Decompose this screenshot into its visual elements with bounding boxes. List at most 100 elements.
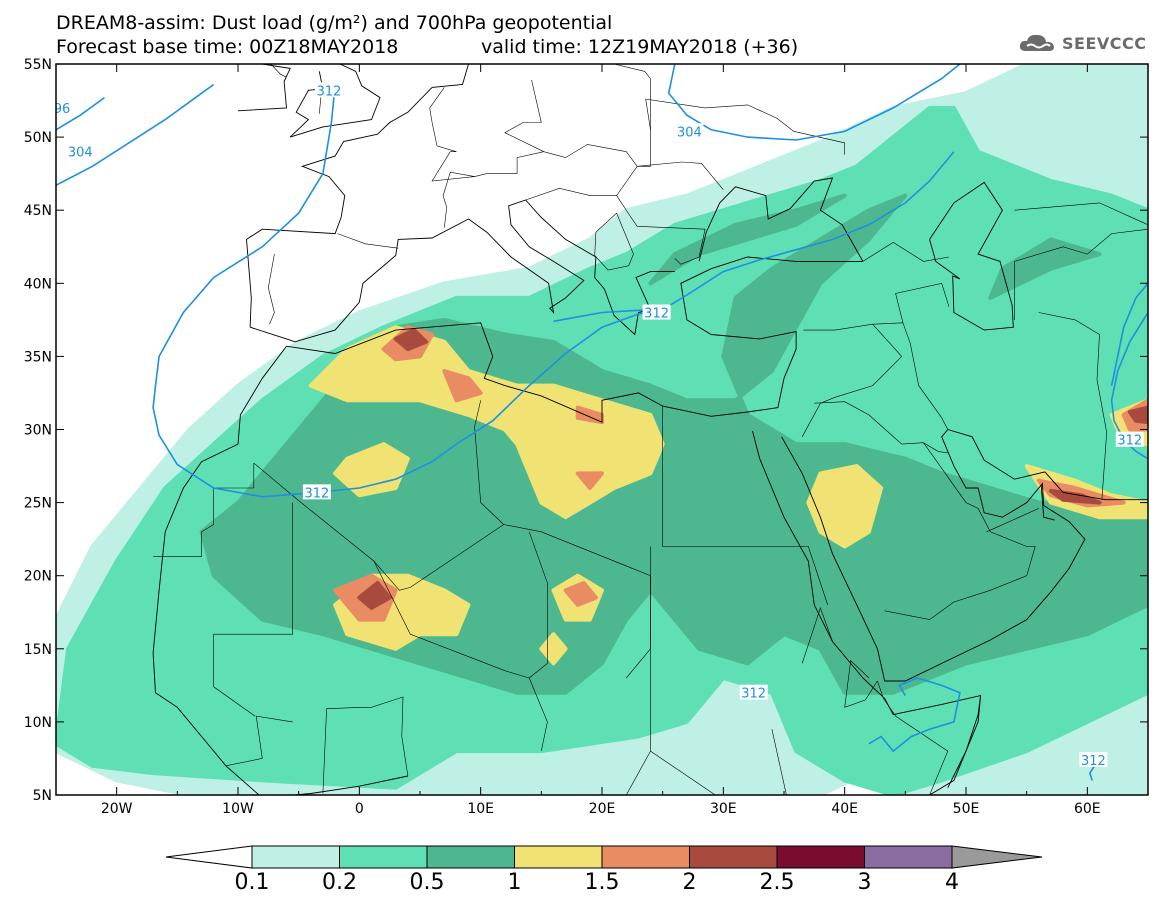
country-border <box>270 64 287 78</box>
coastlines <box>152 64 1148 795</box>
country-border <box>872 322 949 430</box>
latitude-ticks: 55N 50N 45N 40N 35N 30N 25N 20N 15N 10N 5N <box>24 57 1148 804</box>
lon-tick-label: 60E <box>1074 801 1101 817</box>
country-border <box>213 502 293 651</box>
dust-region-2 <box>357 328 1148 610</box>
lat-tick-label: 55N <box>24 57 52 73</box>
country-border <box>528 531 548 752</box>
lat-tick-label: 20N <box>24 569 52 585</box>
country-border <box>986 508 1039 533</box>
dust-region-1-patch <box>333 442 410 498</box>
coastline <box>152 256 863 654</box>
geopotential-contour <box>1088 765 1096 781</box>
map-area: 312 312 312 312 312 304 304 312 96 <box>54 64 1148 795</box>
lat-tick-label: 45N <box>24 203 52 219</box>
contour-label-box <box>302 484 331 500</box>
dust-region-2-patch <box>1127 405 1148 425</box>
dust-region-1 <box>308 325 1148 666</box>
seevccc-logo: SEEVCCC <box>1018 30 1147 56</box>
contour-label: 96 <box>54 102 71 117</box>
contour-label-box <box>315 82 343 98</box>
lon-tick-label: 20E <box>589 801 616 817</box>
lon-tick-label: 10W <box>222 801 254 817</box>
geopotential-contour <box>56 83 215 187</box>
lat-tick-label: 5N <box>33 788 52 804</box>
contour-label: 312 <box>317 84 342 99</box>
dust-region-2-patch <box>357 581 392 610</box>
lon-tick-label: 0 <box>355 801 364 817</box>
lon-tick-label: 10E <box>467 801 494 817</box>
contour-label-box <box>642 304 671 320</box>
valid-time: valid time: 12Z19MAY2018 (+36) <box>481 36 799 58</box>
contour-label: 312 <box>304 486 329 501</box>
contour-label-box <box>675 123 704 139</box>
forecast-time-line: Forecast base time: 00Z18MAY2018 valid ti… <box>56 36 798 58</box>
coastline <box>781 429 1086 682</box>
contour-label: 312 <box>644 307 669 322</box>
country-border <box>322 696 409 794</box>
contour-label-box <box>739 684 768 700</box>
country-border <box>877 680 949 795</box>
country-border <box>616 161 724 265</box>
colorbar-swatch <box>514 845 603 869</box>
lat-tick-label: 25N <box>24 496 52 512</box>
base-time: Forecast base time: 00Z18MAY2018 <box>56 36 399 58</box>
country-border <box>645 98 845 155</box>
coastline <box>752 430 982 795</box>
contour-labels: 312 312 312 312 312 304 304 312 96 <box>54 82 1144 769</box>
country-border <box>801 323 903 437</box>
colorbar-level-label: 4 <box>945 870 959 895</box>
country-border <box>267 254 275 325</box>
colorbar-level-label: 1 <box>507 870 522 895</box>
country-border <box>650 750 716 795</box>
country-border <box>1038 312 1108 500</box>
country-border <box>373 560 530 679</box>
lat-tick-label: 30N <box>24 423 52 439</box>
geopotential-contour <box>667 64 961 141</box>
colorbar-level-label: 0.5 <box>409 870 445 895</box>
contour-label-box <box>1115 431 1144 447</box>
geopotential-contour <box>1110 312 1148 460</box>
country-border <box>814 401 948 454</box>
colorbar-level-label: 3 <box>857 870 872 895</box>
country-border <box>637 129 651 167</box>
dust-region-1.5-patch <box>563 581 598 607</box>
colorbar-max-arrow <box>951 845 1043 869</box>
country-border <box>895 282 950 323</box>
lon-tick-label: 30E <box>710 801 737 817</box>
contour-label-box <box>56 99 77 115</box>
colorbar-level-label: 1.5 <box>584 870 620 895</box>
colorbar-min-arrow <box>165 845 253 869</box>
dust-region-0.5-patch <box>648 193 847 286</box>
contour-label-box <box>1079 751 1108 767</box>
coastline <box>237 64 291 112</box>
coastline <box>290 64 381 138</box>
coastline <box>947 695 982 788</box>
colorbar-swatch <box>689 845 778 869</box>
logo-text: SEEVCCC <box>1062 33 1147 53</box>
country-border <box>884 442 1036 620</box>
geopotential-contour <box>553 308 651 323</box>
country-border <box>525 187 617 201</box>
colorbar-swatch <box>864 845 953 869</box>
colorbar-swatch <box>601 845 690 869</box>
coastline <box>929 181 1014 331</box>
country-border <box>594 212 634 271</box>
country-border <box>844 659 878 708</box>
dust-region-1-patch <box>308 325 665 520</box>
coastline <box>246 64 469 328</box>
lat-tick-label: 40N <box>24 276 52 292</box>
contour-label: 312 <box>1081 754 1106 769</box>
contour-label: 312 <box>741 687 766 702</box>
colorbar-swatch <box>339 845 428 869</box>
coastline <box>947 429 1148 501</box>
colorbar-level-label: 2 <box>682 870 697 895</box>
country-border <box>771 729 788 795</box>
colorbar-swatch <box>776 845 865 869</box>
country-border <box>153 463 255 557</box>
lon-tick-label: 50E <box>953 801 980 817</box>
colorbar-swatch <box>426 845 515 869</box>
country-border <box>253 400 505 591</box>
lat-tick-label: 35N <box>24 349 52 365</box>
